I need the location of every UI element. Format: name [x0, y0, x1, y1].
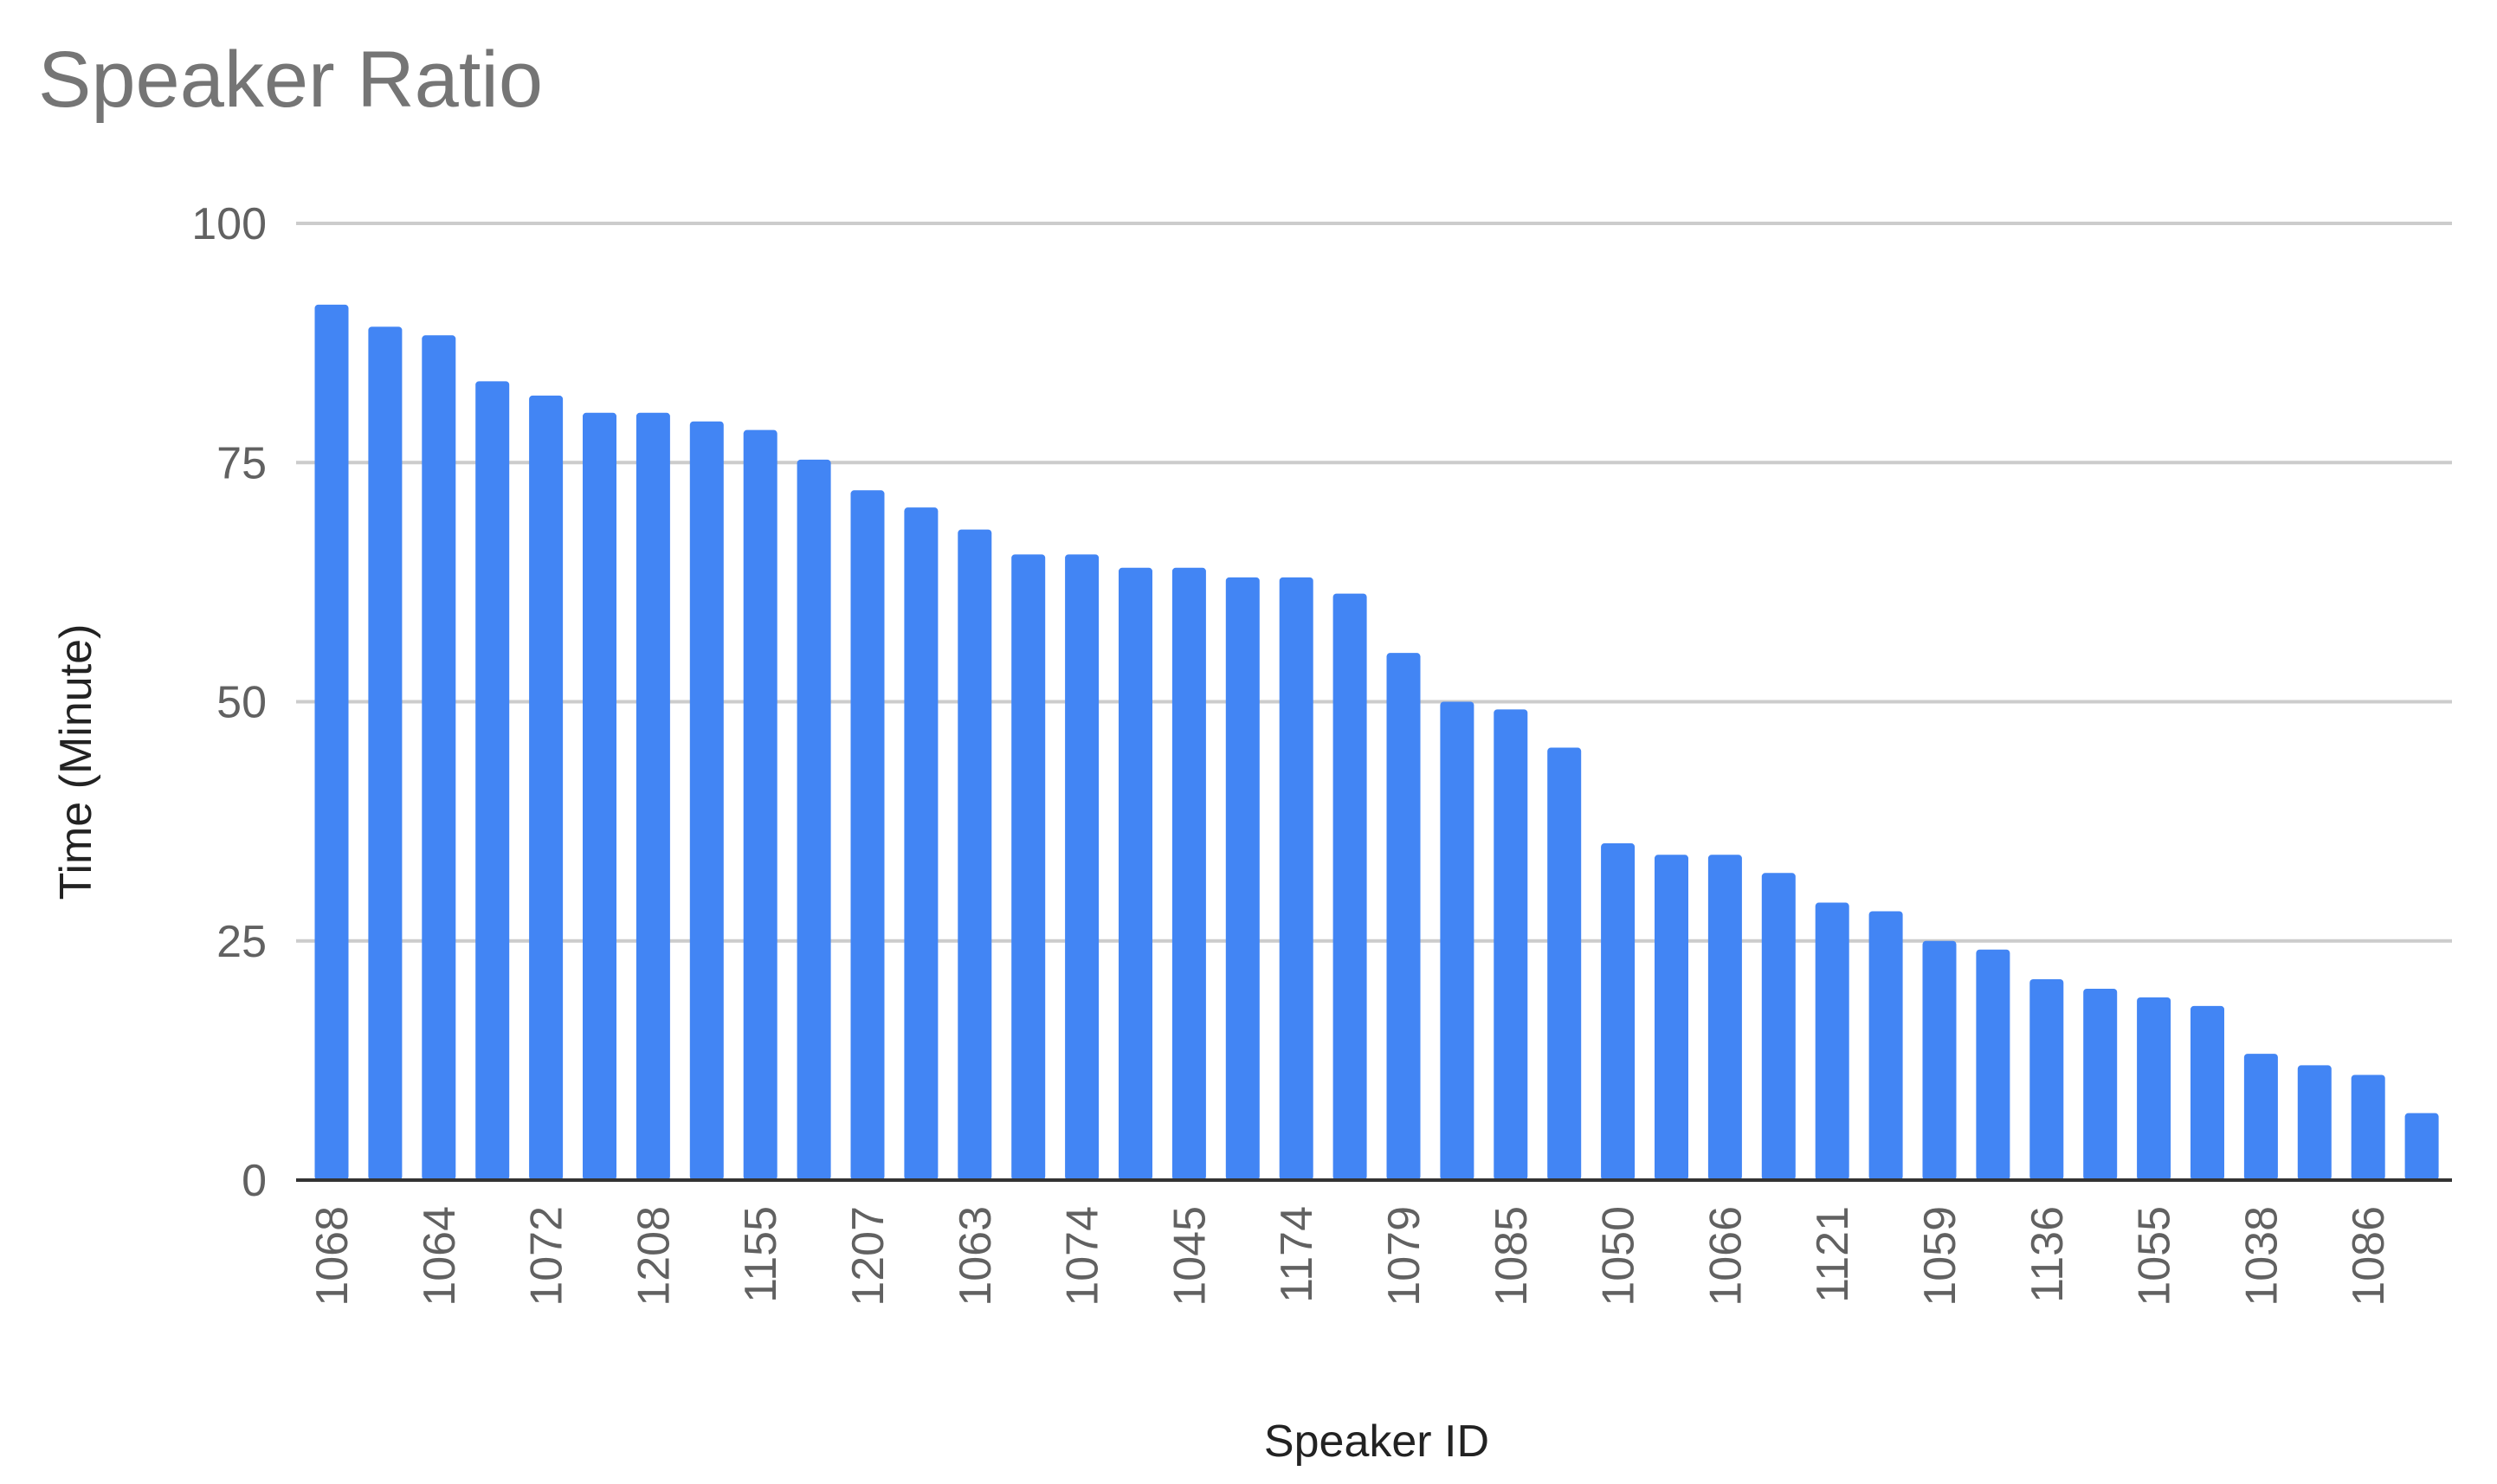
- x-tick-label: 1055: [2130, 1206, 2180, 1307]
- x-tick-label: 1208: [629, 1206, 679, 1307]
- bar: [2297, 1065, 2332, 1180]
- x-tick-label: 1174: [1272, 1206, 1322, 1303]
- bar: [1655, 855, 1688, 1180]
- bar: [2404, 1113, 2439, 1180]
- bar: [958, 529, 992, 1180]
- bar: [1279, 577, 1313, 1180]
- bar: [1868, 911, 1903, 1180]
- x-tick-label: 1121: [1808, 1206, 1858, 1303]
- x-axis-label: Speaker ID: [1263, 1416, 1490, 1467]
- x-tick-label: 1207: [843, 1206, 894, 1307]
- bar: [689, 421, 724, 1180]
- x-tick-label: 1068: [307, 1206, 358, 1307]
- gridlines: [296, 222, 2452, 943]
- x-tick-label: 1155: [736, 1206, 786, 1303]
- x-tick-label: 1064: [415, 1206, 465, 1307]
- bar: [1494, 709, 1528, 1180]
- bar: [1225, 577, 1260, 1180]
- x-tick-label: 1079: [1379, 1206, 1429, 1307]
- x-tick-label: 1136: [2023, 1206, 2073, 1303]
- bar: [314, 304, 349, 1180]
- y-tick-label: 50: [216, 678, 267, 728]
- bar: [2191, 1005, 2224, 1180]
- y-tick-label: 25: [216, 917, 267, 967]
- bar: [2351, 1074, 2385, 1180]
- bar: [636, 412, 670, 1180]
- x-tick-label: 1085: [1487, 1206, 1537, 1307]
- chart-title: Speaker Ratio: [38, 35, 543, 124]
- bar: [1332, 593, 1367, 1180]
- x-tick-label: 1059: [1915, 1206, 1965, 1307]
- x-tick-label: 1045: [1165, 1206, 1215, 1307]
- bar: [1761, 873, 1796, 1180]
- x-tick-label: 1063: [951, 1206, 1001, 1307]
- bar: [1440, 701, 1474, 1180]
- x-tick-label: 1038: [2236, 1206, 2287, 1307]
- bar: [1119, 567, 1152, 1180]
- bar: [529, 395, 564, 1180]
- y-tick-label: 100: [191, 199, 267, 249]
- bar: [1815, 902, 1849, 1180]
- bar: [583, 412, 616, 1180]
- y-tick-label: 75: [216, 438, 267, 488]
- bar: [1707, 855, 1742, 1180]
- bar: [475, 381, 510, 1180]
- bar: [2137, 997, 2171, 1180]
- bar: [1922, 940, 1957, 1180]
- bar: [2083, 989, 2118, 1180]
- x-tick-labels: 1068 1064 1072 1208 1155 1207 1063 1074 1045 1174…: [307, 1206, 2394, 1307]
- bar: [1386, 653, 1421, 1180]
- y-tick-labels: 0 25 50 75 100: [191, 199, 267, 1206]
- x-tick-label: 1074: [1058, 1206, 1108, 1307]
- bar: [850, 490, 885, 1180]
- bar: [1547, 747, 1582, 1180]
- x-tick-label: 1086: [2344, 1206, 2394, 1307]
- bar: [1011, 554, 1046, 1180]
- x-tick-label: 1066: [1700, 1206, 1751, 1307]
- bars: [314, 304, 2439, 1181]
- x-tick-label: 1050: [1594, 1206, 1644, 1307]
- bar: [743, 429, 777, 1180]
- bar: [797, 459, 831, 1180]
- bar: [368, 326, 403, 1181]
- bar: [422, 335, 456, 1180]
- bar: [1171, 567, 1206, 1180]
- bar: [1065, 554, 1100, 1180]
- bar: [904, 507, 939, 1180]
- bar: [2243, 1054, 2278, 1180]
- y-tick-label: 0: [242, 1156, 267, 1206]
- bar: [1976, 949, 2010, 1180]
- x-tick-label: 1072: [522, 1206, 572, 1307]
- bar: [1601, 843, 1636, 1180]
- bar: [2029, 978, 2064, 1180]
